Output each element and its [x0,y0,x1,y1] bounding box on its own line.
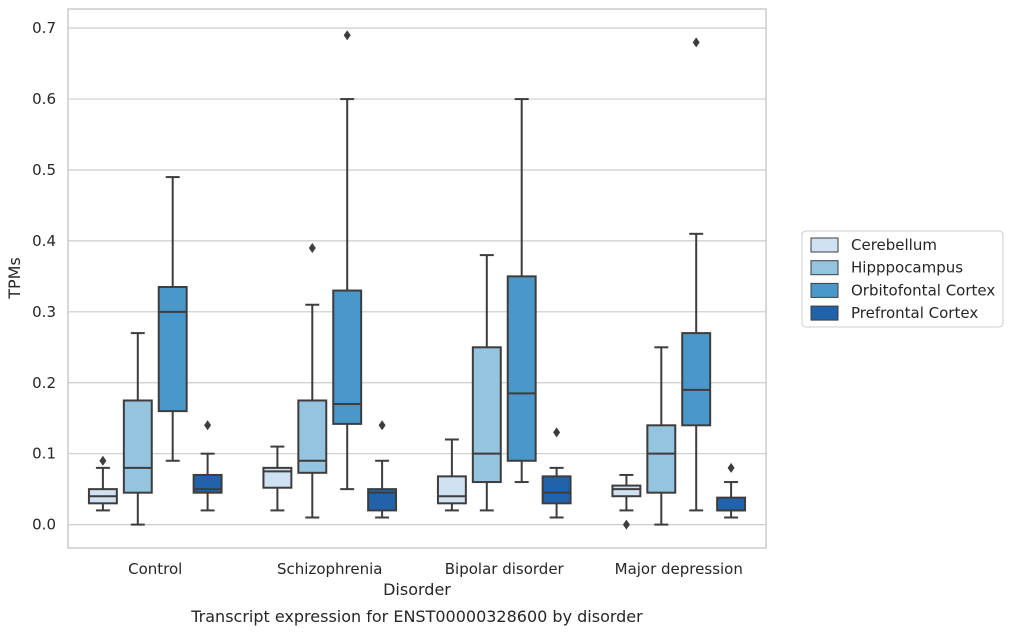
box-group [157,176,188,462]
box-group [541,427,572,519]
y-tick-label: 0.0 [32,516,56,534]
box-group [471,254,502,512]
outlier-point [204,420,212,431]
legend: Cerebellum Hipppocampus Orbitofontal Corte… [801,230,1004,328]
legend-label: Orbitofontal Cortex [851,281,995,299]
boxes [87,30,747,530]
y-tick-label: 0.1 [32,445,56,463]
legend-swatch [810,260,839,276]
outlier-point [378,420,386,431]
outlier-point [692,37,700,48]
legend-label: Hipppocampus [851,259,963,277]
box-iqr [367,488,398,512]
box-iqr [681,332,712,427]
box-iqr [506,275,537,462]
plot-frame [67,8,767,549]
box-iqr [297,399,328,474]
y-tick-label: 0.5 [32,161,56,179]
box-group [262,445,293,512]
y-tick-label: 0.3 [32,303,56,321]
box-group [716,462,747,519]
x-tick-label: Schizophrenia [277,560,382,578]
x-tick-label: Bipolar disorder [445,560,565,578]
box-iqr [611,484,642,498]
box-iqr [646,424,677,494]
box-group [611,473,642,530]
box-group [367,420,398,519]
box-group [297,243,328,519]
outlier-point [343,30,351,41]
box-iqr [332,289,363,425]
box-iqr [436,475,467,505]
box-iqr [716,496,747,512]
box-group [192,420,223,512]
box-iqr [262,466,293,489]
box-iqr [541,475,572,505]
x-tick-label: Major depression [615,560,743,578]
y-tick-labels: 0.0 0.1 0.2 0.3 0.4 0.5 0.6 0.7 [32,19,56,533]
y-tick-label: 0.2 [32,374,56,392]
legend-frame [801,230,1004,328]
box-group [681,37,712,512]
box-group [646,346,677,526]
legend-label: Cerebellum [851,236,937,254]
y-tick-label: 0.4 [32,232,56,250]
outlier-point [308,243,316,254]
outlier-point [727,462,735,473]
y-tick-label: 0.7 [32,19,56,37]
outlier-point [622,519,630,530]
outlier-point [553,427,561,438]
figure-caption: Transcript expression for ENST0000032860… [190,607,643,626]
legend-swatch [810,282,839,298]
box-iqr [157,286,188,413]
legend-swatch [810,237,839,253]
y-axis-label: TPMs [5,257,24,300]
y-tick-label: 0.6 [32,90,56,108]
x-tick-label: Control [128,560,182,578]
box-group [506,98,537,484]
box-group [436,438,467,512]
outlier-point [99,455,107,466]
box-group [122,332,153,526]
x-axis-label: Disorder [383,580,451,599]
box-group [332,30,363,491]
legend-label: Prefrontal Cortex [851,304,978,322]
box-group [87,455,118,512]
legend-swatch [810,305,839,321]
x-tick-labels: Control Schizophrenia Bipolar disorder Majo… [128,560,743,578]
box-iqr [122,399,153,494]
box-iqr [471,346,502,484]
